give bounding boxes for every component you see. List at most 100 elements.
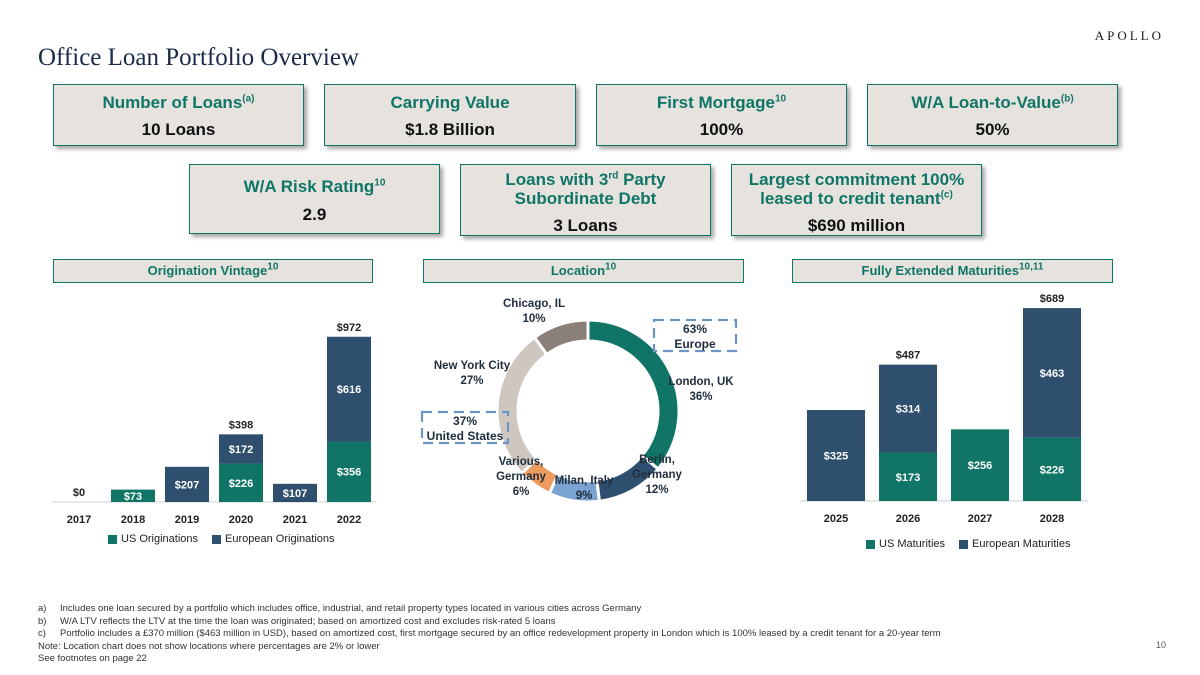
kpi-label: Number of Loans(a)	[102, 93, 255, 112]
kpi-first-mortgage: First Mortgage10 100%	[596, 84, 847, 146]
bar-us	[111, 489, 155, 502]
bar-us	[951, 429, 1009, 501]
legend-item-europe: European Maturities	[959, 538, 1070, 550]
bar-total-label: $972	[337, 322, 361, 334]
section-header-location: Location10	[423, 259, 744, 283]
bar-europe	[219, 434, 263, 464]
x-tick-label: 2028	[1040, 513, 1064, 525]
x-tick-label: 2018	[121, 514, 145, 526]
bar-europe	[165, 466, 209, 502]
bar-data-label: $325	[824, 451, 848, 463]
kpi-carrying-value: Carrying Value $1.8 Billion	[324, 84, 576, 146]
bar-data-label: $356	[337, 467, 361, 479]
brand-logo: APOLLO	[1094, 28, 1164, 43]
x-tick-label: 2026	[896, 513, 920, 525]
vintage-legend: US Originations European Originations	[108, 533, 335, 545]
slice-pct-label: 6%	[513, 486, 530, 498]
section-header-maturities: Fully Extended Maturities10,11	[792, 259, 1113, 283]
note-see-footnotes: See footnotes on page 22	[38, 653, 147, 664]
slice-name-label: Germany	[632, 469, 682, 481]
bar-us	[879, 452, 937, 501]
kpi-value: 2.9	[302, 205, 327, 224]
donut-slice	[495, 335, 549, 476]
kpi-value: 50%	[975, 120, 1010, 139]
location-donut-chart: London, UK 36% Berlin, Germany 12% Milan, Ita…	[420, 298, 738, 504]
legend-item-europe: European Originations	[212, 533, 335, 545]
callout-pct: 37%	[453, 414, 477, 428]
slice-name-label: Chicago, IL	[503, 298, 565, 310]
slice-name-label: Various,	[499, 456, 544, 468]
callout-pct: 63%	[683, 322, 707, 336]
kpi-number-of-loans: Number of Loans(a) 10 Loans	[53, 84, 304, 146]
slice-pct-label: 12%	[645, 484, 668, 496]
kpi-label: Carrying Value	[390, 93, 510, 112]
kpi-value: $1.8 Billion	[405, 120, 495, 139]
x-tick-label: 2020	[229, 514, 253, 526]
callout-box	[652, 318, 738, 353]
bar-us	[219, 463, 263, 502]
legend-swatch-us	[866, 539, 875, 549]
section-header-vintage: Origination Vintage10	[53, 259, 373, 283]
legend-item-us: US Maturities	[866, 538, 945, 550]
bar-europe	[1023, 308, 1081, 438]
bar-data-label: $172	[229, 444, 253, 456]
kpi-label-line2: leased to credit tenant(c)	[760, 189, 953, 208]
slice-pct-label: 27%	[460, 375, 483, 387]
callout-region: Europe	[674, 337, 716, 351]
slice-pct-label: 36%	[689, 391, 712, 403]
kpi-value: $690 million	[807, 216, 906, 235]
kpi-label: Largest commitment 100%	[748, 170, 965, 189]
bar-total-label: $689	[1040, 293, 1064, 305]
bar-europe	[807, 410, 865, 501]
bar-europe	[273, 483, 317, 502]
bar-data-label: $463	[1040, 368, 1064, 380]
bar-data-label: $73	[124, 491, 142, 503]
x-tick-label: 2019	[175, 514, 199, 526]
bar-total-label: $398	[229, 419, 253, 431]
origination-vintage-chart: $0 2017 $73 2018 $207 2019 $226 $172 $398 2020 $10…	[52, 322, 376, 526]
slice-pct-label: 9%	[576, 490, 593, 502]
kpi-subordinate-debt: Loans with 3rd Party Subordinate Debt 3 …	[460, 164, 711, 236]
kpi-value: 3 Loans	[553, 216, 618, 235]
maturities-chart: $325 2025 $173 $314 $487 2026 $256 2027 $226 $463…	[800, 293, 1088, 525]
kpi-label: W/A Loan-to-Value(b)	[911, 93, 1074, 112]
slice-name-label: London, UK	[668, 376, 734, 388]
callout-box	[420, 410, 510, 445]
bar-us	[327, 441, 371, 502]
bar-data-label: $616	[337, 384, 361, 396]
x-tick-label: 2027	[968, 513, 992, 525]
slice-name-label: New York City	[434, 360, 511, 372]
kpi-label: First Mortgage10	[656, 93, 787, 112]
bar-data-label: $0	[73, 487, 85, 499]
legend-swatch-europe	[959, 539, 969, 549]
bar-us	[1023, 437, 1081, 501]
bar-data-label: $226	[229, 478, 253, 490]
legend-swatch-europe	[212, 534, 222, 544]
x-tick-label: 2025	[824, 513, 848, 525]
bar-europe	[327, 336, 371, 442]
footnote-a: a) Includes one loan secured by a portfol…	[38, 603, 642, 614]
bar-data-label: $207	[175, 479, 199, 491]
legend-item-us: US Originations	[108, 533, 198, 545]
legend-swatch-us	[108, 534, 117, 544]
slice-pct-label: 10%	[522, 313, 545, 325]
callout-region: United States	[427, 429, 504, 443]
donut-slice	[586, 318, 681, 472]
slice-name-label: Germany	[496, 471, 546, 483]
x-tick-label: 2017	[67, 514, 91, 526]
maturities-legend: US Maturities European Maturities	[866, 538, 1070, 550]
bar-data-label: $173	[896, 472, 920, 484]
bar-data-label: $226	[1040, 464, 1064, 476]
page-number: 10	[1155, 640, 1166, 650]
kpi-label: W/A Risk Rating10	[243, 177, 386, 196]
slice-name-label: Milan, Italy	[555, 475, 614, 487]
kpi-largest-commitment: Largest commitment 100% leased to credit…	[731, 164, 982, 236]
kpi-value: 10 Loans	[141, 120, 216, 139]
kpi-risk-rating: W/A Risk Rating10 2.9	[189, 164, 440, 234]
x-tick-label: 2022	[337, 514, 361, 526]
kpi-label: Loans with 3rd Party	[505, 170, 666, 189]
bar-total-label: $487	[896, 350, 920, 362]
bar-europe	[879, 364, 937, 453]
note-locations: Note: Location chart does not show locat…	[38, 640, 380, 652]
bar-data-label: $314	[896, 404, 921, 416]
